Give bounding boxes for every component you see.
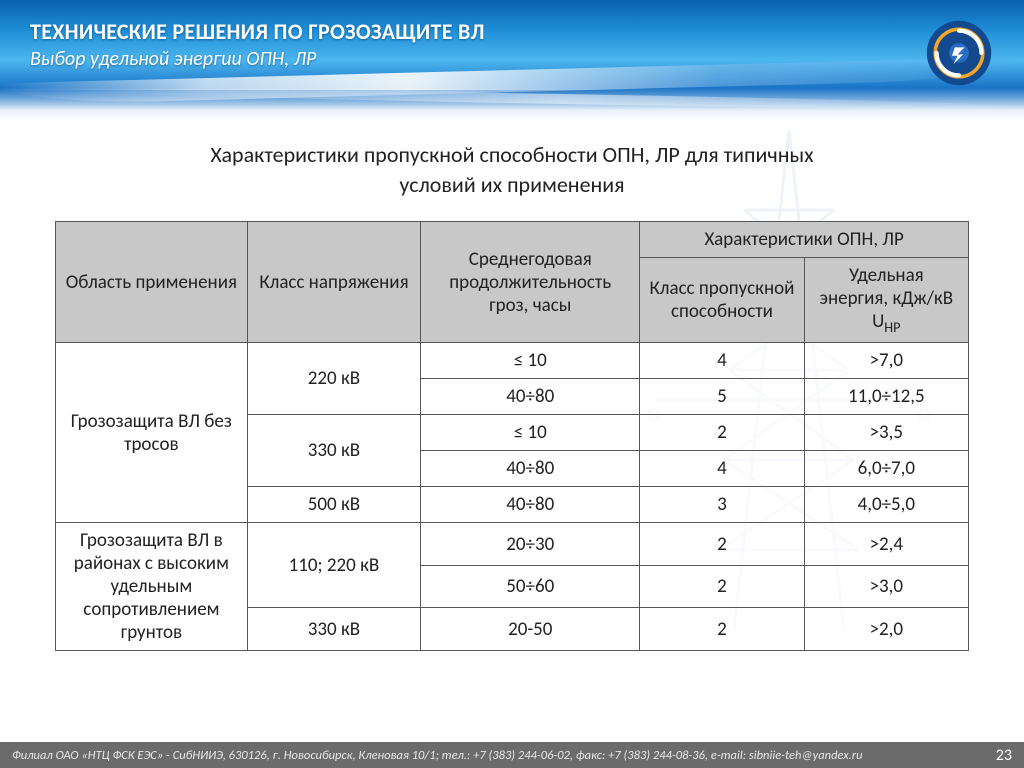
cell-hours: 40÷80: [421, 451, 640, 487]
cell-energy: 11,0÷12,5: [804, 379, 968, 415]
cell-energy: >7,0: [804, 343, 968, 379]
slide-content: Характеристики пропускной способности ОП…: [0, 110, 1024, 651]
cell-voltage: 330 кВ: [247, 415, 420, 487]
cell-class: 5: [640, 379, 804, 415]
th-throughput-class: Класс пропускной способности: [640, 258, 804, 343]
table-row: Грозозащита ВЛ без тросов220 кВ≤ 104>7,0: [56, 343, 969, 379]
caption-line1: Характеристики пропускной способности ОП…: [210, 141, 813, 168]
cell-energy: >2,0: [804, 608, 968, 651]
cell-energy: >2,4: [804, 523, 968, 566]
cell-energy: 6,0÷7,0: [804, 451, 968, 487]
table-body: Грозозащита ВЛ без тросов220 кВ≤ 104>7,0…: [56, 343, 969, 651]
cell-class: 2: [640, 523, 804, 566]
title-line1: ТЕХНИЧЕСКИЕ РЕШЕНИЯ ПО ГРОЗОЗАЩИТЕ ВЛ: [30, 18, 984, 45]
th-group-opn: Характеристики ОПН, ЛР: [640, 222, 969, 258]
characteristics-table: Область применения Класс напряжения Сред…: [55, 221, 969, 651]
th-storm-hours: Среднегодовая продолжительность гроз, ча…: [421, 222, 640, 343]
cell-energy: 4,0÷5,0: [804, 487, 968, 523]
cell-hours: 20÷30: [421, 523, 640, 566]
cell-hours: ≤ 10: [421, 343, 640, 379]
cell-class: 3: [640, 487, 804, 523]
cell-voltage: 500 кВ: [247, 487, 420, 523]
cell-hours: 20-50: [421, 608, 640, 651]
th-specific-energy: Удельная энергия, кДж/кВ UНР: [804, 258, 968, 343]
cell-hours: ≤ 10: [421, 415, 640, 451]
caption-line2: условий их применения: [399, 171, 624, 198]
cell-energy: >3,0: [804, 565, 968, 608]
footer-text: Филиал ОАО «НТЦ ФСК ЕЭС» - СибНИИЭ, 6301…: [12, 748, 863, 763]
table-caption: Характеристики пропускной способности ОП…: [55, 140, 969, 199]
cell-hours: 40÷80: [421, 487, 640, 523]
cell-hours: 40÷80: [421, 379, 640, 415]
th-application: Область применения: [56, 222, 248, 343]
slide-header: ТЕХНИЧЕСКИЕ РЕШЕНИЯ ПО ГРОЗОЗАЩИТЕ ВЛ Вы…: [0, 0, 1024, 110]
th-voltage-class: Класс напряжения: [247, 222, 420, 343]
cell-application: Грозозащита ВЛ в районах с высоким удель…: [56, 523, 248, 651]
cell-class: 2: [640, 608, 804, 651]
page-number: 23: [996, 746, 1012, 765]
cell-class: 4: [640, 343, 804, 379]
cell-class: 4: [640, 451, 804, 487]
cell-class: 2: [640, 565, 804, 608]
cell-class: 2: [640, 415, 804, 451]
cell-energy: >3,5: [804, 415, 968, 451]
cell-voltage: 330 кВ: [247, 608, 420, 651]
cell-hours: 50÷60: [421, 565, 640, 608]
cell-voltage: 110; 220 кВ: [247, 523, 420, 608]
cell-voltage: 220 кВ: [247, 343, 420, 415]
slide-footer: Филиал ОАО «НТЦ ФСК ЕЭС» - СибНИИЭ, 6301…: [0, 742, 1024, 768]
table-row: Грозозащита ВЛ в районах с высоким удель…: [56, 523, 969, 566]
cell-application: Грозозащита ВЛ без тросов: [56, 343, 248, 523]
company-logo-icon: [924, 18, 994, 88]
header-swoosh-2: [102, 86, 1024, 112]
